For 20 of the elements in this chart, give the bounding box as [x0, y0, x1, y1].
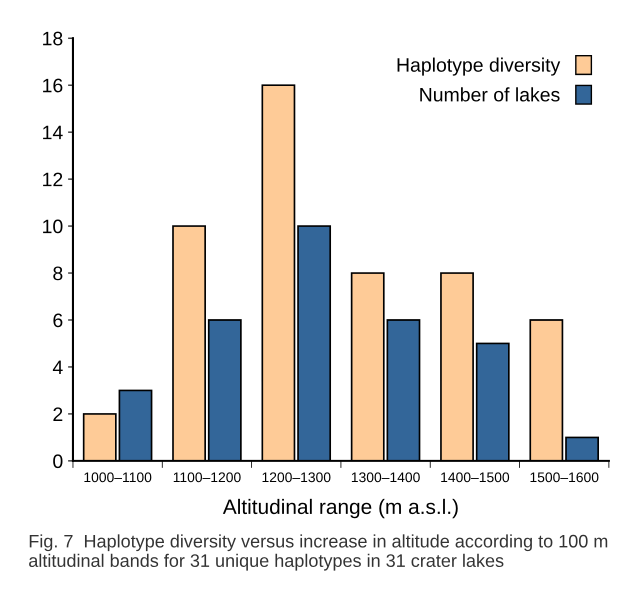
y-tick-label: 6: [53, 313, 62, 328]
legend-label: Haplotype diversity: [398, 58, 560, 76]
y-tick-label: 16: [43, 78, 62, 92]
y-tick-label: 18: [43, 32, 62, 46]
y-tick-label: 2: [53, 407, 62, 421]
y-tick-label: 12: [43, 172, 62, 186]
y-tick-label: 4: [52, 360, 63, 374]
y-tick-label: 8: [53, 266, 62, 280]
y-tick-label: 14: [43, 126, 63, 140]
x-tick-label: 1500–1600: [530, 472, 598, 482]
x-tick-label: 1400–1500: [441, 472, 510, 482]
legend-label: Number of lakes: [420, 87, 560, 102]
x-tick-label: 1200–1300: [262, 472, 330, 482]
x-tick-label: 1000–1100: [84, 472, 152, 482]
x-tick-label: 1300–1400: [352, 472, 420, 482]
y-tick-label: 0: [53, 454, 62, 468]
caption: Fig. 7 Haplotype diversity versus increase in altitude according to 100 m altitudinal bands for 31 unique haplotypes in 31 crater lakes: [29, 534, 608, 571]
x-axis-title: Altitudinal range (m a.s.l.): [222, 498, 458, 518]
y-tick-label: 10: [43, 220, 62, 234]
x-tick-label: 1100–1200: [174, 472, 241, 482]
